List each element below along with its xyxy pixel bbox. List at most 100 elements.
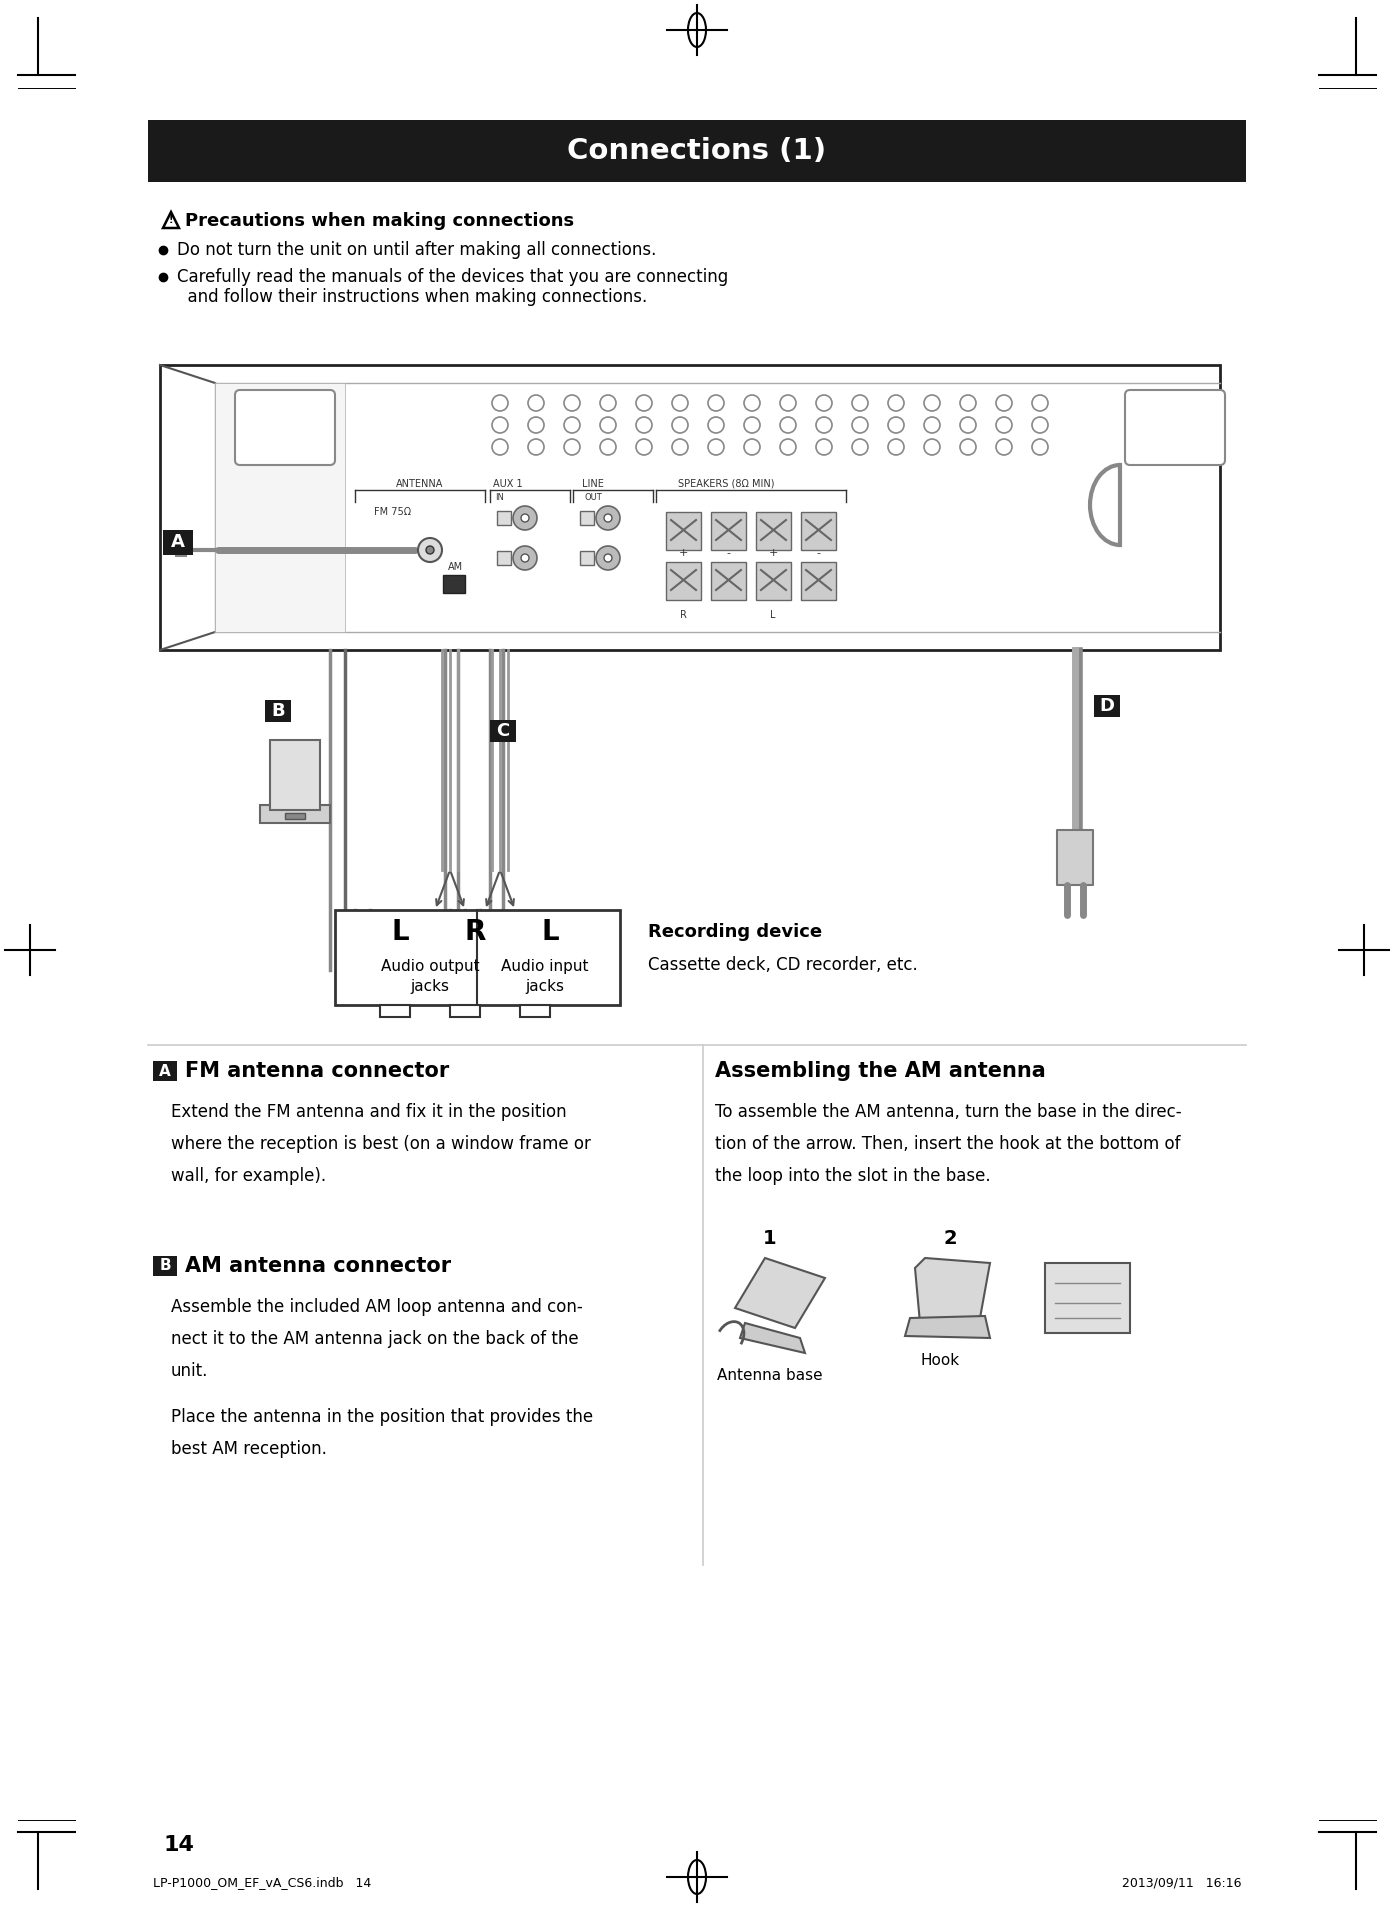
Circle shape <box>528 439 544 456</box>
Text: AUX 1: AUX 1 <box>493 479 523 488</box>
Circle shape <box>744 395 760 412</box>
Bar <box>491 721 516 742</box>
Circle shape <box>604 555 612 563</box>
Text: jacks: jacks <box>526 978 565 994</box>
Text: Audio input: Audio input <box>502 959 588 973</box>
Text: C: C <box>496 723 510 740</box>
Text: L: L <box>541 917 559 946</box>
Text: Do not turn the unit on until after making all connections.: Do not turn the unit on until after maki… <box>177 240 657 259</box>
Circle shape <box>672 418 689 433</box>
Bar <box>450 1005 480 1016</box>
Bar <box>153 1060 177 1081</box>
Text: Connections (1): Connections (1) <box>567 137 827 166</box>
Circle shape <box>492 439 507 456</box>
Text: B: B <box>159 1259 171 1274</box>
Circle shape <box>521 515 528 523</box>
Circle shape <box>888 418 903 433</box>
Text: A: A <box>171 532 185 551</box>
Text: Antenna base: Antenna base <box>717 1367 822 1383</box>
Circle shape <box>960 439 976 456</box>
Text: L: L <box>771 610 775 620</box>
Circle shape <box>995 418 1012 433</box>
Circle shape <box>852 395 868 412</box>
Text: ANTENNA: ANTENNA <box>396 479 443 488</box>
Circle shape <box>852 418 868 433</box>
Text: R: R <box>500 553 507 563</box>
Circle shape <box>478 959 488 971</box>
Text: SPEAKERS (8Ω MIN): SPEAKERS (8Ω MIN) <box>677 479 774 488</box>
Circle shape <box>781 395 796 412</box>
Bar <box>711 511 746 549</box>
Polygon shape <box>735 1259 825 1327</box>
Bar <box>176 543 185 557</box>
Text: B: B <box>272 702 284 721</box>
Text: FM antenna connector: FM antenna connector <box>185 1060 449 1081</box>
Circle shape <box>599 418 616 433</box>
Text: and follow their instructions when making connections.: and follow their instructions when makin… <box>177 288 647 305</box>
Circle shape <box>636 418 652 433</box>
Bar <box>265 700 291 723</box>
Bar <box>802 511 836 549</box>
Text: L: L <box>584 513 590 523</box>
Text: -: - <box>726 547 730 559</box>
Circle shape <box>672 395 689 412</box>
Circle shape <box>427 545 434 555</box>
Text: !: ! <box>169 215 173 225</box>
Circle shape <box>815 418 832 433</box>
Text: R: R <box>584 553 590 563</box>
Circle shape <box>492 395 507 412</box>
Text: 2: 2 <box>944 1228 956 1247</box>
Text: LINE: LINE <box>583 479 604 488</box>
Bar <box>802 563 836 601</box>
Text: Recording device: Recording device <box>648 923 822 940</box>
Text: Extend the FM antenna and fix it in the position
where the reception is best (on: Extend the FM antenna and fix it in the … <box>171 1102 591 1184</box>
Circle shape <box>924 439 940 456</box>
Circle shape <box>815 395 832 412</box>
Bar <box>666 511 701 549</box>
Circle shape <box>521 555 528 563</box>
Bar <box>498 551 512 564</box>
Bar <box>148 120 1246 181</box>
Text: AM: AM <box>447 563 463 572</box>
Circle shape <box>708 395 723 412</box>
Bar <box>215 383 344 631</box>
Circle shape <box>445 959 454 971</box>
Circle shape <box>604 515 612 523</box>
Circle shape <box>565 395 580 412</box>
Bar <box>163 530 192 555</box>
Bar <box>580 551 594 564</box>
Bar <box>428 931 436 959</box>
Text: AM antenna connector: AM antenna connector <box>185 1257 452 1276</box>
Circle shape <box>960 418 976 433</box>
Text: L: L <box>392 917 408 946</box>
Bar <box>153 1257 177 1276</box>
Circle shape <box>495 959 505 971</box>
Text: Precautions when making connections: Precautions when making connections <box>185 212 574 231</box>
Circle shape <box>960 395 976 412</box>
Text: Assemble the included AM loop antenna and con-
nect it to the AM antenna jack on: Assemble the included AM loop antenna an… <box>171 1299 583 1381</box>
Text: -: - <box>815 547 820 559</box>
Text: 1: 1 <box>763 1228 776 1247</box>
Text: Hook: Hook <box>920 1352 959 1367</box>
Circle shape <box>513 959 523 971</box>
Bar <box>520 1005 551 1016</box>
Circle shape <box>1032 439 1048 456</box>
Circle shape <box>888 395 903 412</box>
Text: +: + <box>679 547 687 559</box>
Text: R: R <box>679 610 686 620</box>
Text: jacks: jacks <box>410 978 449 994</box>
Text: Carefully read the manuals of the devices that you are connecting: Carefully read the manuals of the device… <box>177 269 728 286</box>
Circle shape <box>815 439 832 456</box>
Text: A: A <box>159 1064 171 1079</box>
Circle shape <box>427 959 436 971</box>
Bar <box>270 740 321 810</box>
Polygon shape <box>914 1259 990 1323</box>
Circle shape <box>708 439 723 456</box>
Text: D: D <box>1100 696 1114 715</box>
Bar <box>446 931 454 959</box>
Bar <box>1046 1262 1131 1333</box>
FancyBboxPatch shape <box>236 391 335 465</box>
Polygon shape <box>905 1316 990 1339</box>
Circle shape <box>888 439 903 456</box>
Circle shape <box>513 545 537 570</box>
